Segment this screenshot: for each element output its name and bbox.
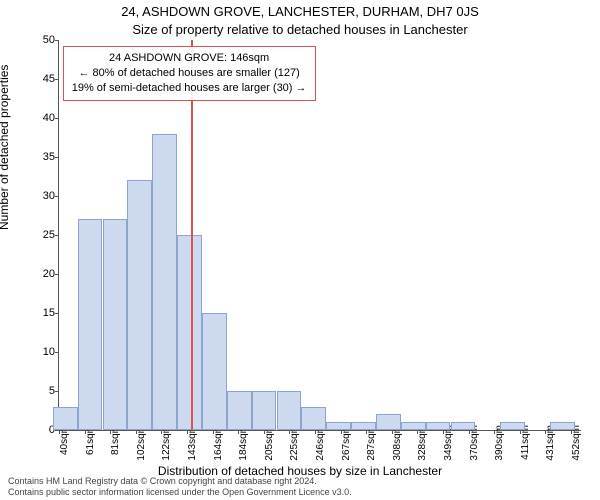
x-tick-label: 225sqm — [289, 425, 300, 461]
y-tick-mark — [55, 352, 59, 353]
chart-root: 24, ASHDOWN GROVE, LANCHESTER, DURHAM, D… — [0, 0, 600, 500]
y-tick-mark — [55, 391, 59, 392]
x-tick-label: 287sqm — [366, 425, 377, 461]
x-tick-label: 267sqm — [341, 425, 352, 461]
x-tick-label: 184sqm — [238, 425, 249, 461]
histogram-bar — [202, 313, 227, 430]
x-tick-label: 370sqm — [469, 425, 480, 461]
histogram-bar — [326, 422, 351, 430]
title-subtitle: Size of property relative to detached ho… — [0, 22, 600, 37]
annotation-line3: 19% of semi-detached houses are larger (… — [72, 81, 307, 96]
y-axis-label: Number of detached properties — [0, 65, 11, 230]
histogram-bar — [376, 414, 401, 430]
histogram-bar — [401, 422, 426, 430]
x-tick-label: 143sqm — [187, 425, 198, 461]
footer-attribution: Contains HM Land Registry data © Crown c… — [8, 476, 352, 497]
annotation-box: 24 ASHDOWN GROVE: 146sqm← 80% of detache… — [63, 46, 316, 101]
x-tick-label: 246sqm — [315, 425, 326, 461]
y-tick-mark — [55, 157, 59, 158]
x-tick-label: 328sqm — [417, 425, 428, 461]
x-tick-label: 349sqm — [443, 425, 454, 461]
x-tick-label: 102sqm — [136, 425, 147, 461]
histogram-bar — [53, 407, 78, 430]
plot-area: 0510152025303540455040sqm61sqm81sqm102sq… — [58, 40, 581, 431]
x-tick-label: 308sqm — [392, 425, 403, 461]
histogram-bar — [277, 391, 302, 430]
histogram-bar — [301, 407, 326, 430]
annotation-line2: ← 80% of detached houses are smaller (12… — [72, 66, 307, 81]
histogram-bar — [78, 219, 103, 430]
y-tick-mark — [55, 196, 59, 197]
histogram-bar — [127, 180, 152, 430]
x-tick-label: 164sqm — [213, 425, 224, 461]
x-tick-label: 390sqm — [494, 425, 505, 461]
annotation-line1: 24 ASHDOWN GROVE: 146sqm — [72, 51, 307, 66]
footer-line1: Contains HM Land Registry data © Crown c… — [8, 476, 352, 486]
x-tick-label: 452sqm — [571, 425, 582, 461]
y-tick-mark — [55, 313, 59, 314]
y-tick-mark — [55, 235, 59, 236]
title-address: 24, ASHDOWN GROVE, LANCHESTER, DURHAM, D… — [0, 4, 600, 19]
histogram-bar — [252, 391, 277, 430]
histogram-bar — [351, 422, 376, 430]
x-tick-label: 431sqm — [545, 425, 556, 461]
y-tick-mark — [55, 118, 59, 119]
histogram-bar — [177, 235, 202, 430]
histogram-bar — [152, 134, 177, 430]
y-tick-mark — [55, 274, 59, 275]
x-tick-label: 122sqm — [161, 425, 172, 461]
y-tick-mark — [55, 79, 59, 80]
histogram-bar — [451, 422, 476, 430]
x-tick-label: 205sqm — [264, 425, 275, 461]
histogram-bar — [500, 422, 525, 430]
histogram-bar — [550, 422, 575, 430]
histogram-bar — [103, 219, 128, 430]
x-tick-label: 411sqm — [520, 425, 531, 460]
histogram-bar — [426, 422, 451, 430]
y-tick-mark — [55, 40, 59, 41]
footer-line2: Contains public sector information licen… — [8, 487, 352, 497]
histogram-bar — [227, 391, 252, 430]
